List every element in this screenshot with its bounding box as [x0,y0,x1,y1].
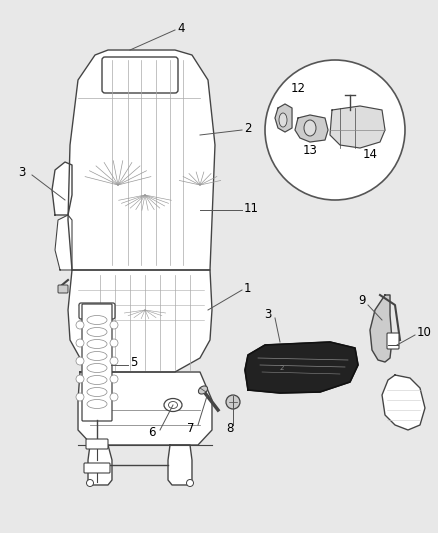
Text: 8: 8 [226,422,234,434]
Text: 12: 12 [290,82,305,94]
Circle shape [76,357,84,365]
Circle shape [86,480,93,487]
FancyBboxPatch shape [79,303,115,319]
Polygon shape [370,295,392,362]
FancyBboxPatch shape [84,463,110,473]
Polygon shape [52,162,72,215]
Text: 1: 1 [244,281,251,295]
Text: 11: 11 [244,201,259,214]
Circle shape [76,393,84,401]
Polygon shape [275,104,292,132]
FancyBboxPatch shape [102,57,178,93]
FancyBboxPatch shape [387,333,399,349]
Circle shape [110,339,118,347]
Circle shape [110,393,118,401]
FancyBboxPatch shape [82,304,112,421]
Polygon shape [68,50,215,270]
Ellipse shape [169,401,177,408]
Ellipse shape [279,113,287,127]
Text: 3: 3 [18,166,25,179]
Circle shape [110,357,118,365]
Polygon shape [78,372,212,445]
Polygon shape [168,445,192,485]
Ellipse shape [198,386,208,394]
Circle shape [76,375,84,383]
Polygon shape [295,115,328,142]
Circle shape [76,339,84,347]
Text: 10: 10 [417,326,432,338]
Text: 2: 2 [244,122,251,134]
Polygon shape [245,342,358,393]
Circle shape [226,395,240,409]
Polygon shape [88,445,112,485]
Ellipse shape [164,399,182,411]
Text: 14: 14 [363,149,378,161]
Text: 2: 2 [280,365,284,371]
Text: 5: 5 [130,357,138,369]
Ellipse shape [304,120,316,136]
Text: 6: 6 [148,425,156,439]
Circle shape [187,480,194,487]
Circle shape [76,321,84,329]
Circle shape [265,60,405,200]
Text: 9: 9 [358,295,366,308]
Text: 4: 4 [177,21,184,35]
Text: 7: 7 [187,422,195,434]
FancyBboxPatch shape [58,285,68,293]
Circle shape [110,321,118,329]
Polygon shape [68,270,212,372]
Polygon shape [382,375,425,430]
Text: 13: 13 [303,143,318,157]
FancyBboxPatch shape [86,439,108,449]
Polygon shape [330,106,385,148]
Polygon shape [55,215,72,270]
Circle shape [110,375,118,383]
Text: 3: 3 [264,308,272,320]
